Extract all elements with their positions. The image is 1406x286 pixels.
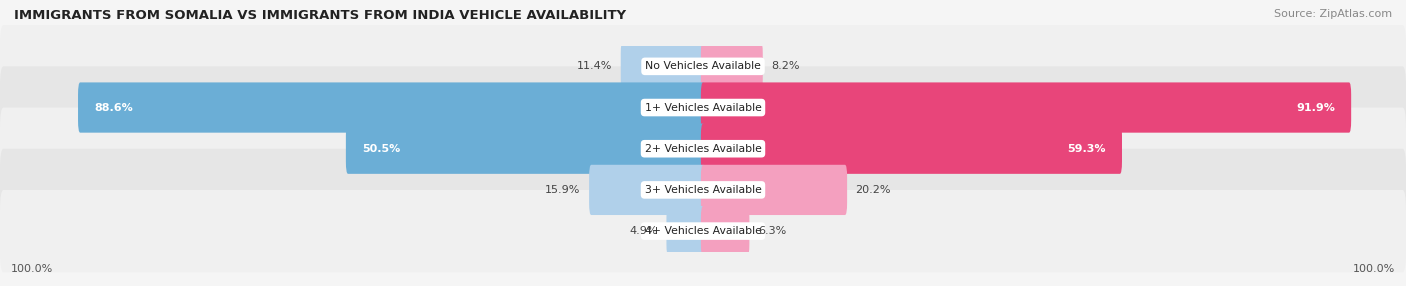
- Text: 15.9%: 15.9%: [546, 185, 581, 195]
- Text: 100.0%: 100.0%: [11, 264, 53, 274]
- FancyBboxPatch shape: [0, 149, 1406, 231]
- FancyBboxPatch shape: [0, 190, 1406, 272]
- Text: 2+ Vehicles Available: 2+ Vehicles Available: [644, 144, 762, 154]
- FancyBboxPatch shape: [700, 82, 1351, 133]
- Text: 11.4%: 11.4%: [576, 61, 613, 71]
- FancyBboxPatch shape: [589, 165, 706, 215]
- FancyBboxPatch shape: [0, 66, 1406, 149]
- FancyBboxPatch shape: [0, 108, 1406, 190]
- FancyBboxPatch shape: [666, 206, 706, 256]
- Text: 8.2%: 8.2%: [772, 61, 800, 71]
- Text: 20.2%: 20.2%: [855, 185, 891, 195]
- FancyBboxPatch shape: [79, 82, 704, 133]
- Text: 6.3%: 6.3%: [758, 226, 786, 236]
- Text: 100.0%: 100.0%: [1353, 264, 1395, 274]
- FancyBboxPatch shape: [0, 25, 1406, 108]
- Text: 88.6%: 88.6%: [94, 103, 134, 112]
- FancyBboxPatch shape: [700, 165, 846, 215]
- Text: 50.5%: 50.5%: [363, 144, 401, 154]
- Text: IMMIGRANTS FROM SOMALIA VS IMMIGRANTS FROM INDIA VEHICLE AVAILABILITY: IMMIGRANTS FROM SOMALIA VS IMMIGRANTS FR…: [14, 9, 626, 21]
- Text: 59.3%: 59.3%: [1067, 144, 1105, 154]
- FancyBboxPatch shape: [700, 124, 1122, 174]
- Text: 4.9%: 4.9%: [630, 226, 658, 236]
- Text: 3+ Vehicles Available: 3+ Vehicles Available: [644, 185, 762, 195]
- FancyBboxPatch shape: [700, 206, 749, 256]
- Text: 1+ Vehicles Available: 1+ Vehicles Available: [644, 103, 762, 112]
- FancyBboxPatch shape: [700, 41, 762, 92]
- Text: 91.9%: 91.9%: [1296, 103, 1336, 112]
- Text: Source: ZipAtlas.com: Source: ZipAtlas.com: [1274, 9, 1392, 19]
- FancyBboxPatch shape: [346, 124, 706, 174]
- FancyBboxPatch shape: [621, 41, 706, 92]
- Text: No Vehicles Available: No Vehicles Available: [645, 61, 761, 71]
- Text: 4+ Vehicles Available: 4+ Vehicles Available: [644, 226, 762, 236]
